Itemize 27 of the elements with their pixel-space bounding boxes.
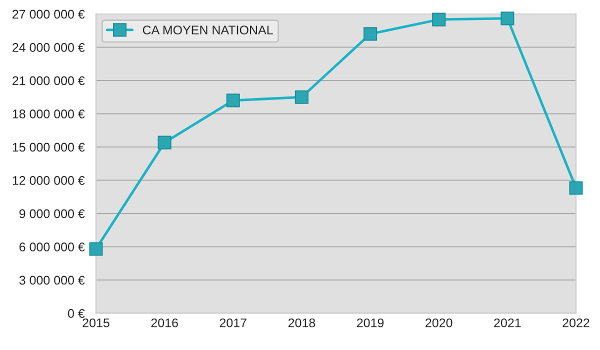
y-tick-label: 21 000 000 € [12, 76, 85, 86]
y-tick-label: 12 000 000 € [12, 176, 85, 185]
legend-label: CA MOYEN NATIONAL [142, 26, 273, 34]
x-tick-label: 2021 [494, 318, 521, 328]
x-tick-label: 2019 [357, 318, 384, 328]
x-tick-label: 2020 [426, 318, 452, 328]
x-tick-label: 2018 [288, 318, 316, 328]
x-tick-label: 2017 [220, 318, 246, 328]
y-tick-label: 18 000 000 € [12, 110, 85, 118]
point [158, 136, 172, 150]
point [226, 94, 240, 108]
y-tick-label: 0 € [68, 309, 85, 318]
point [500, 12, 514, 26]
y-tick-label: 9 000 000 € [19, 209, 85, 218]
y-tick-label: 27 000 000 € [12, 10, 85, 19]
y-tick-label: 15 000 000 € [12, 142, 85, 152]
y-tick-label: 3 000 000 € [19, 276, 85, 285]
point [432, 12, 446, 26]
x-tick-label: 2016 [151, 318, 178, 328]
y-tick-label: 6 000 000 € [19, 242, 85, 252]
point [294, 90, 308, 104]
x-tick-label: 2015 [82, 318, 110, 328]
y-tick-label: 24 000 000 € [12, 43, 85, 52]
x-tick-label: 2022 [562, 318, 590, 328]
point [89, 242, 103, 256]
point [569, 181, 583, 195]
point [364, 27, 378, 41]
